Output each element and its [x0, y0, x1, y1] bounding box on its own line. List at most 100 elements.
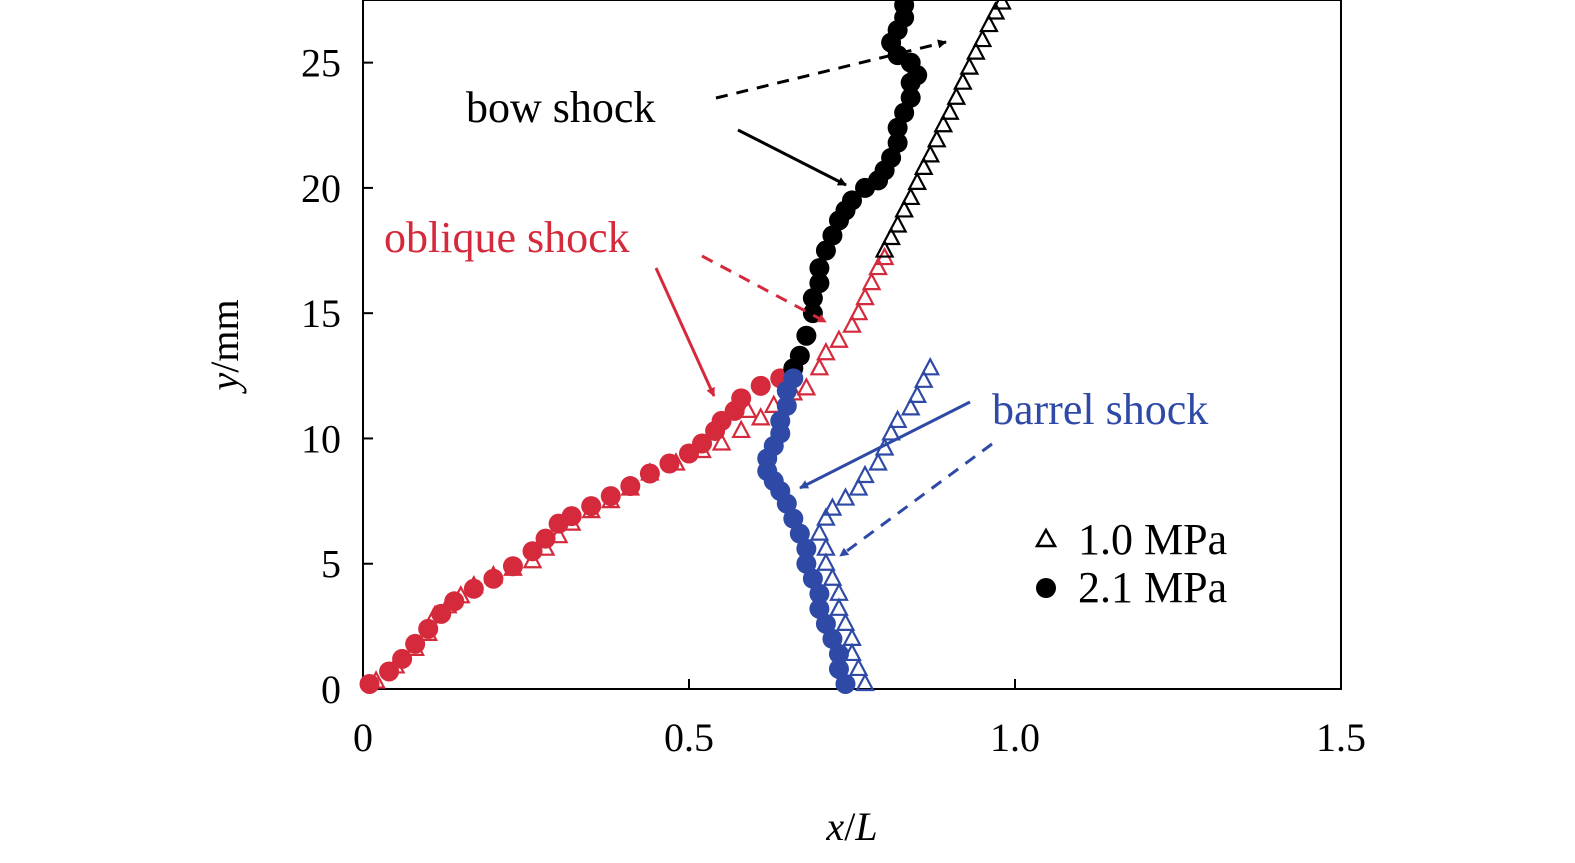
bow-shock-point-1-0mpa	[966, 41, 986, 60]
bow-shock-point-1-0mpa	[887, 214, 908, 233]
oblique-shock-point-1-0mpa	[731, 419, 751, 439]
oblique-shock-point-2-1mpa	[600, 486, 621, 507]
barrel-shock-point-2-1mpa	[835, 673, 856, 694]
oblique-shock-point-1-0mpa	[750, 407, 771, 426]
oblique-shock-point-1-0mpa	[796, 377, 817, 396]
barrel-shock-point-1-0mpa	[842, 627, 862, 646]
barrel-shock-point-1-0mpa	[900, 397, 921, 416]
bow-shock-point-1-0mpa	[907, 171, 928, 190]
barrel-shock-arrow-solid	[799, 400, 971, 490]
oblique-shock-point-1-0mpa	[848, 301, 869, 321]
legend-triangle-marker	[1034, 527, 1058, 548]
bow-shock-point-1-0mpa	[894, 199, 914, 218]
bow-shock-point-2-1mpa	[789, 345, 810, 366]
barrel-shock-point-1-0mpa	[835, 612, 856, 631]
bow-shock-point-1-0mpa	[992, 0, 1012, 10]
oblique-shock-label: oblique shock	[384, 213, 630, 262]
bow-shock-point-1-0mpa	[972, 28, 993, 48]
bow-shock-point-2-1mpa	[894, 102, 915, 123]
bow-shock-point-1-0mpa	[933, 113, 954, 133]
barrel-shock-point-1-0mpa	[829, 597, 849, 616]
oblique-shock-point-2-1mpa	[692, 433, 713, 454]
bow-shock-point-2-1mpa	[809, 258, 830, 279]
x-axis-label: x/L	[825, 804, 877, 849]
barrel-shock-point-1-0mpa	[816, 552, 836, 571]
y-tick-label: 20	[301, 166, 341, 211]
oblique-shock-point-1-0mpa	[711, 432, 732, 451]
x-tick-label: 1.5	[1316, 715, 1366, 760]
oblique-shock-point-2-1mpa	[659, 453, 680, 474]
oblique-shock-point-2-1mpa	[483, 568, 504, 589]
oblique-shock-point-2-1mpa	[731, 388, 752, 409]
barrel-shock-point-2-1mpa	[828, 643, 849, 664]
barrel-shock-point-1-0mpa	[816, 537, 836, 556]
oblique-shock-point-2-1mpa	[392, 648, 413, 669]
bow-shock-point-2-1mpa	[842, 190, 862, 211]
barrel-shock-point-1-0mpa	[920, 356, 941, 376]
data-points	[359, 0, 1012, 694]
barrel-shock-point-2-1mpa	[828, 658, 849, 679]
oblique-shock-point-2-1mpa	[359, 673, 380, 694]
barrel-shock-point-1-0mpa	[829, 582, 849, 601]
barrel-shock-point-2-1mpa	[789, 523, 810, 544]
y-tick-label: 25	[301, 41, 341, 86]
bow-shock-point-2-1mpa	[887, 132, 908, 153]
oblique-shock-point-2-1mpa	[502, 556, 523, 577]
x-tick-label: 0	[353, 715, 373, 760]
legend-circle-marker	[1036, 578, 1056, 598]
barrel-shock-point-2-1mpa	[796, 538, 817, 559]
barrel-shock-point-2-1mpa	[770, 410, 791, 431]
legend-label-2mpa: 2.1 MPa	[1078, 563, 1227, 612]
oblique-shock-point-2-1mpa	[750, 375, 771, 396]
oblique-shock-point-2-1mpa	[581, 496, 602, 517]
oblique-shock-point-2-1mpa	[639, 463, 660, 484]
y-axis-label: y/mm	[202, 299, 247, 394]
barrel-shock-point-2-1mpa	[783, 368, 804, 389]
x-tick-label: 1.0	[990, 715, 1040, 760]
oblique-shock-point-2-1mpa	[431, 603, 452, 624]
oblique-shock-arrow-dashed	[701, 254, 827, 324]
bow-shock-point-2-1mpa	[881, 147, 902, 168]
barrel-shock-point-1-0mpa	[809, 522, 830, 541]
barrel-shock-point-1-0mpa	[868, 452, 888, 471]
bow-shock-point-2-1mpa	[796, 325, 817, 346]
bow-shock-point-2-1mpa	[887, 117, 908, 138]
y-tick-label: 5	[321, 542, 341, 587]
barrel-shock-annotation: barrel shock	[799, 385, 1208, 558]
oblique-shock-annotation: oblique shock	[384, 213, 827, 397]
barrel-shock-point-1-0mpa	[907, 384, 928, 403]
y-tick-label: 15	[301, 291, 341, 336]
oblique-shock-point-2-1mpa	[535, 528, 556, 549]
y-tick-label: 10	[301, 416, 341, 461]
bow-shock-point-1-0mpa	[926, 128, 947, 148]
oblique-shock-point-1-0mpa	[861, 271, 882, 291]
barrel-shock-point-1-0mpa	[848, 477, 869, 496]
bow-shock-label: bow shock	[466, 83, 655, 132]
axis-tick-labels: 0 0.5 1.0 1.5 0 5 10 15 20 25	[301, 41, 1366, 760]
oblique-shock-point-2-1mpa	[405, 633, 426, 654]
barrel-shock-point-1-0mpa	[913, 369, 934, 388]
bow-shock-point-1-0mpa	[946, 86, 967, 105]
barrel-shock-point-1-0mpa	[822, 497, 843, 516]
barrel-shock-point-2-1mpa	[822, 628, 843, 649]
bow-shock-point-1-0mpa	[900, 186, 921, 206]
oblique-shock-point-2-1mpa	[561, 506, 582, 527]
bow-shock-point-1-0mpa	[913, 156, 934, 175]
bow-shock-point-1-0mpa	[920, 144, 941, 163]
barrel-shock-point-2-1mpa	[815, 613, 836, 634]
oblique-shock-point-1-0mpa	[855, 286, 875, 306]
oblique-shock-point-1-0mpa	[816, 341, 836, 361]
barrel-shock-point-1-0mpa	[887, 409, 908, 429]
oblique-shock-point-2-1mpa	[463, 578, 484, 599]
bow-shock-arrow-dashed	[715, 39, 947, 100]
barrel-shock-point-1-0mpa	[881, 422, 901, 441]
barrel-shock-point-1-0mpa	[822, 567, 843, 586]
y-tick-label: 0	[321, 667, 341, 712]
barrel-shock-arrow-dashed	[839, 442, 993, 558]
barrel-shock-point-1-0mpa	[835, 487, 856, 506]
bow-shock-point-1-0mpa	[881, 226, 901, 246]
bow-shock-arrow-solid	[737, 128, 847, 187]
oblique-shock-point-2-1mpa	[620, 476, 641, 497]
oblique-shock-point-1-0mpa	[842, 314, 862, 333]
